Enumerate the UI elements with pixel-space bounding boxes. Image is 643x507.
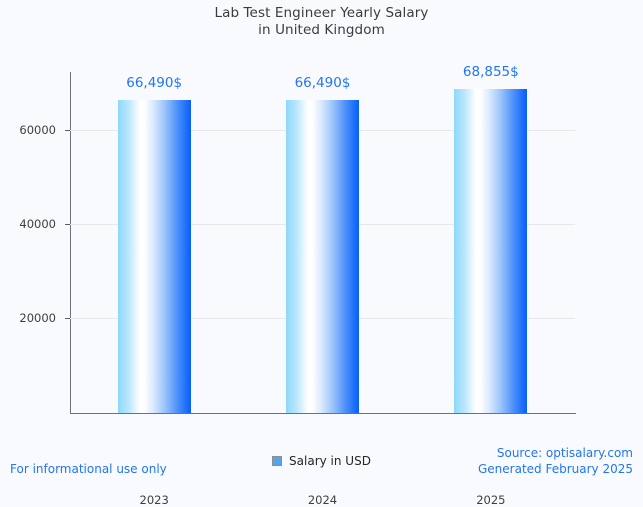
legend-label-salary-in-usd: Salary in USD [289, 454, 371, 468]
footer-source: Source: optisalary.com [496, 446, 633, 460]
x-tick-label-2023: 2023 [139, 493, 169, 507]
bar-2023[interactable] [117, 100, 191, 413]
chart-legend: Salary in USD [0, 454, 643, 468]
footer-generated: Generated February 2025 [477, 461, 633, 476]
chart-title-line-2: in United Kingdom [258, 22, 385, 38]
x-tick-label-2024: 2024 [307, 493, 338, 507]
footer-disclaimer: For informational use only [10, 462, 167, 476]
chart-title-line-1: Lab Test Engineer Yearly Salary [214, 5, 429, 21]
bar-value-label-2023: 66,490$ [126, 75, 183, 92]
plot-area: 20000 40000 60000 66,490$ 66,490$ 68,855… [19, 64, 575, 507]
y-axis-spine [70, 72, 71, 414]
bar-2024[interactable] [286, 100, 359, 413]
footer-source-block: Source: optisalary.com Generated Februar… [478, 446, 633, 477]
bar-value-label-2025: 68,855$ [462, 64, 519, 81]
y-tick-mark-0: 20000 [19, 311, 70, 325]
legend-swatch-salary-in-usd [272, 456, 283, 466]
salary-bar-chart: Lab Test Engineer Yearly Salary in Unite… [0, 5, 643, 507]
y-tick-mark-1: 40000 [19, 217, 70, 231]
chart-title: Lab Test Engineer Yearly Salary in Unite… [0, 5, 643, 39]
bar-2025[interactable] [454, 89, 528, 413]
y-tick-mark-2: 60000 [19, 123, 70, 137]
bar-value-label-2024: 66,490$ [294, 75, 351, 92]
x-tick-label-2025: 2025 [476, 493, 506, 507]
y-tick-label-1: 40000 [19, 216, 56, 231]
y-tick-label-2: 60000 [19, 122, 56, 137]
x-axis-spine [70, 413, 576, 414]
y-tick-label-0: 20000 [19, 310, 56, 325]
